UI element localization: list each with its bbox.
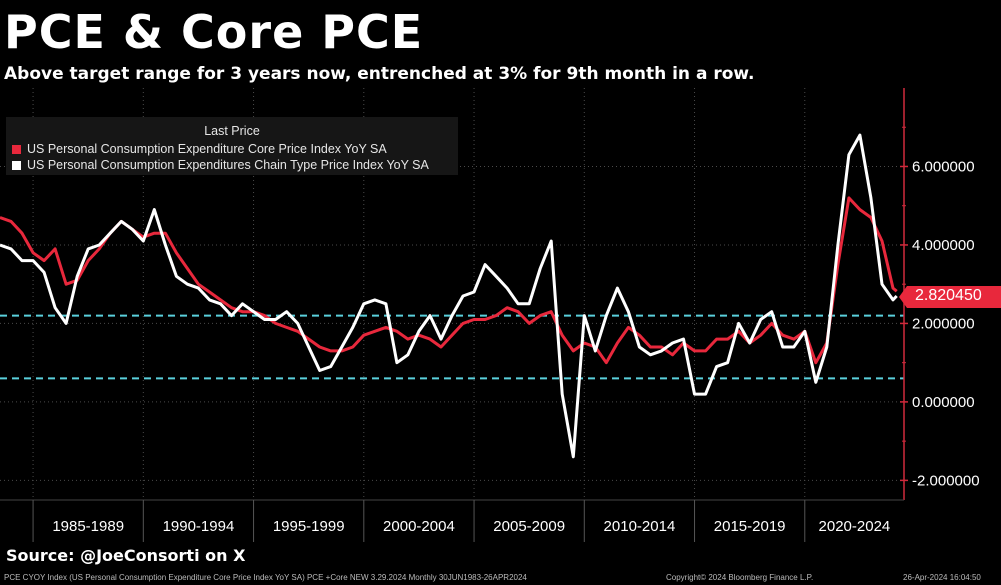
y-tick-label: 4.000000 (912, 237, 975, 254)
x-axis: 1985-1989 1990-1994 1995-1999 2000-2004 2005… (0, 499, 904, 542)
chart-area: 6.000000 4.000000 2.000000 0.000000 -2.00000… (0, 88, 980, 542)
series-lines (0, 133, 898, 459)
last-value-badge: 2.820450 (899, 286, 1001, 308)
legend-swatch-core (12, 144, 21, 154)
legend-label-core: US Personal Consumption Expenditure Core… (27, 142, 387, 156)
footer-left: PCE CYOY Index (US Personal Consumption … (4, 573, 527, 582)
x-tick-label: 2010-2014 (604, 518, 676, 535)
legend: Last Price US Personal Consumption Expen… (6, 117, 458, 175)
y-tick-label: -2.000000 (912, 472, 980, 489)
y-axis: 6.000000 4.000000 2.000000 0.000000 -2.00000… (900, 88, 980, 500)
legend-label-headline: US Personal Consumption Expenditures Cha… (27, 158, 429, 172)
x-tick-label: 1985-1989 (52, 518, 124, 535)
footer-timestamp: 26-Apr-2024 16:04:50 (903, 573, 981, 582)
footer: PCE CYOY Index (US Personal Consumption … (0, 572, 1001, 585)
chart-title: PCE & Core PCE (4, 5, 424, 59)
x-tick-label: 1990-1994 (163, 518, 235, 535)
last-value-label: 2.820450 (915, 287, 982, 304)
legend-header: Last Price (204, 124, 260, 138)
legend-swatch-headline (12, 160, 21, 170)
series-line-core-pce (0, 196, 898, 365)
source-credit: Source: @JoeConsorti on X (6, 546, 246, 565)
legend-item-core: US Personal Consumption Expenditure Core… (6, 141, 458, 157)
footer-copyright: Copyright© 2024 Bloomberg Finance L.P. (666, 573, 814, 582)
series-line-pce (0, 133, 898, 459)
x-tick-label: 2000-2004 (383, 518, 455, 535)
reference-lines (0, 314, 904, 380)
x-tick-label: 2015-2019 (714, 518, 786, 535)
x-tick-label: 2005-2009 (493, 518, 565, 535)
y-tick-label: 6.000000 (912, 158, 975, 175)
y-tick-label: 0.000000 (912, 394, 975, 411)
chart-subtitle: Above target range for 3 years now, entr… (4, 64, 755, 84)
x-tick-label: 2020-2024 (819, 518, 891, 535)
last-value-pointer (899, 286, 907, 308)
legend-item-headline: US Personal Consumption Expenditures Cha… (6, 157, 458, 173)
x-tick-label: 1995-1999 (273, 518, 345, 535)
y-tick-label: 2.000000 (912, 315, 975, 332)
